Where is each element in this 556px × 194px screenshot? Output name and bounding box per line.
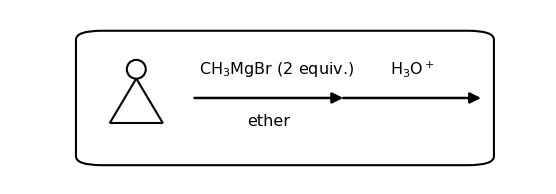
FancyBboxPatch shape bbox=[76, 31, 494, 165]
Text: H$_3$O$^+$: H$_3$O$^+$ bbox=[390, 59, 434, 79]
Ellipse shape bbox=[127, 60, 146, 79]
Text: ether: ether bbox=[247, 114, 290, 129]
Text: CH$_3$MgBr (2 equiv.): CH$_3$MgBr (2 equiv.) bbox=[199, 60, 354, 79]
